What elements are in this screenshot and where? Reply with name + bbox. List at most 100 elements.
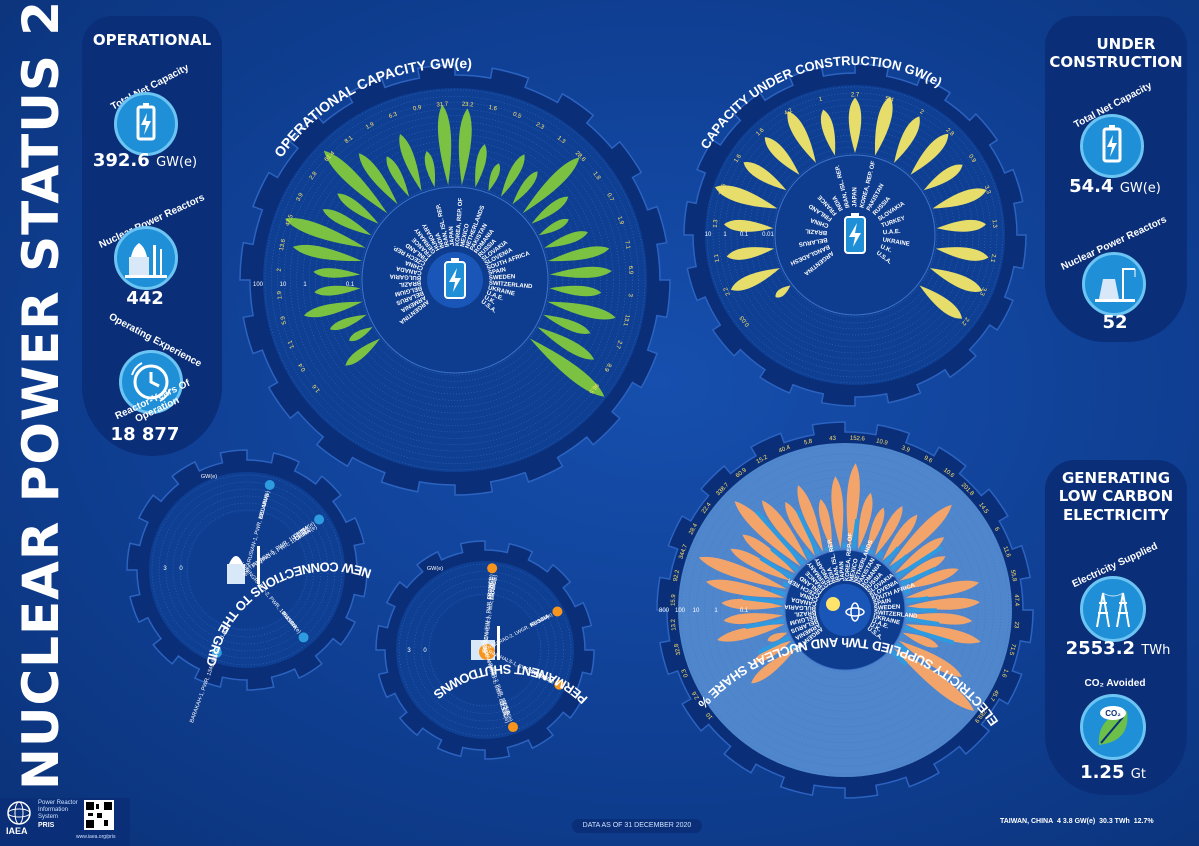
construction-bar: [919, 285, 962, 319]
grid-ring: [742, 122, 968, 348]
value-label: 2.2: [959, 316, 969, 327]
grid-ring: [283, 108, 627, 452]
connection-country-label: U.A.E.: [219, 623, 230, 641]
electricity-bar: [866, 507, 885, 552]
capacity-bar: [292, 244, 362, 262]
value-label: 6.3: [388, 111, 399, 120]
capacity-bar: [322, 209, 372, 236]
category-label: MEXICO: [849, 558, 860, 583]
electricity-bar: [846, 463, 860, 549]
value-label: 43: [829, 436, 837, 443]
scale-tick: 0.1: [740, 232, 749, 238]
value-label: 344.7: [678, 543, 689, 560]
power-lines-icon: [1096, 592, 1130, 628]
value-label: 6.9: [627, 266, 634, 275]
chimney-icon: [497, 626, 500, 660]
construction-bar: [936, 219, 986, 232]
category-label: KOREA, REP. OF: [455, 197, 464, 246]
category-label: U.K.: [879, 244, 893, 254]
value-label: 3.9: [296, 192, 306, 203]
grid-ring: [334, 159, 576, 401]
value-label: 71.5: [1007, 643, 1016, 656]
scale-tick: 1: [723, 232, 727, 238]
share-bar: [895, 642, 911, 654]
share-bar: [742, 595, 784, 605]
website-link[interactable]: www.iaea.org/pris: [76, 834, 116, 840]
electricity-bar: [906, 597, 980, 610]
electricity-bar: [906, 613, 973, 625]
taiwan-note: TAIWAN, CHINA 4 3.8 GW(e) 30.3 TWh 12.7%: [1000, 818, 1154, 825]
op-capacity-value: 392.6 GW(e): [92, 150, 198, 171]
category-label: BRAZIL: [794, 609, 817, 617]
value-label: 5.9: [280, 315, 288, 325]
value-label: 3.3: [978, 286, 987, 297]
electricity-bar: [903, 568, 959, 589]
capacity-bar: [303, 301, 363, 318]
electricity-bar: [785, 501, 815, 556]
connection-marker: [314, 514, 325, 525]
construction-bar: [820, 109, 836, 156]
construction-crane-icon: [1095, 268, 1136, 302]
value-label: 0.9: [967, 154, 977, 165]
construction-bar: [923, 164, 963, 191]
op-capacity-icon: [114, 92, 178, 156]
category-label: JAPAN: [449, 226, 456, 246]
value-label: 1.6: [488, 105, 498, 113]
value-label: 4.2: [783, 107, 794, 117]
category-label: BULGARIA: [389, 273, 422, 281]
value-label: 2: [919, 109, 925, 116]
grid-ring: [743, 508, 947, 712]
value-label: 1.6: [1000, 668, 1009, 679]
grid-ring: [718, 98, 992, 372]
co2-badge-text: CO₂: [1105, 709, 1121, 718]
value-label: 3.3: [983, 185, 992, 195]
electricity-bar: [706, 579, 785, 598]
scale-tick: 100: [675, 608, 686, 614]
electricity-bar: [698, 556, 787, 589]
connection-marker: [298, 632, 309, 643]
plant-icon: [227, 564, 245, 584]
lc-co2-value: 1.25 Gt: [1080, 762, 1146, 783]
value-label: 2.3: [535, 122, 546, 132]
construction-bar: [930, 268, 983, 293]
qr-code[interactable]: [84, 800, 114, 830]
value-label: 3.9: [900, 445, 911, 454]
capacity-bar: [537, 327, 595, 360]
grid-ring: [277, 102, 633, 458]
construction-bar: [932, 188, 987, 209]
grid-ring: [772, 152, 938, 318]
atom-orbit: [850, 602, 860, 622]
share-bar: [796, 509, 821, 555]
capacity-bar: [399, 134, 422, 192]
construction-bar: [894, 116, 920, 163]
value-label: 15.2: [756, 454, 770, 465]
value-label: 8.1: [344, 135, 355, 145]
value-label: 2.8: [309, 170, 319, 181]
iaea-logo: IAEA: [6, 800, 32, 836]
share-bar: [903, 589, 911, 595]
share-bar: [802, 547, 813, 560]
value-label: 40.4: [778, 445, 792, 455]
grid-ring: [712, 92, 998, 378]
capacity-bar: [284, 218, 366, 248]
grid-ring: [704, 469, 986, 751]
value-label: 31.7: [436, 102, 449, 109]
electricity-bar: [767, 632, 788, 642]
electricity-bar: [717, 624, 785, 642]
category-label: CANADA: [790, 595, 817, 606]
electricity-bar: [753, 640, 792, 663]
grid-ring: [696, 461, 994, 759]
lc-co2-label: CO₂ Avoided: [1084, 678, 1146, 689]
value-label: 2: [277, 267, 283, 271]
value-label: 45.7: [988, 688, 999, 702]
capacity-bar: [349, 327, 373, 342]
value-label: 12.6: [718, 183, 728, 197]
value-label: 1.9: [616, 216, 625, 227]
value-label: 152.6: [850, 435, 866, 442]
scale-tick: 3: [163, 566, 167, 572]
value-label: 5.8: [804, 439, 814, 447]
grid-ring: [735, 500, 955, 720]
construction-bar: [724, 219, 774, 232]
share-bar: [906, 617, 940, 626]
